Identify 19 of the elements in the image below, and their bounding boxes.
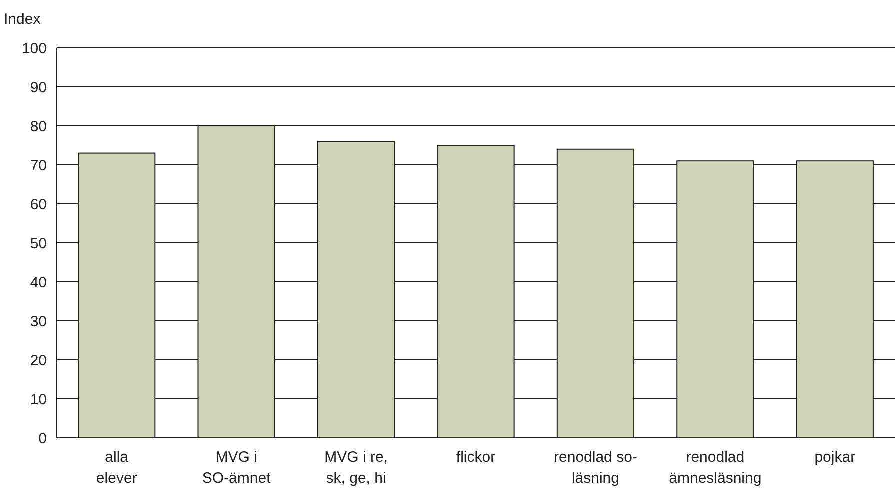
x-tick-label: alla elever [96,449,138,487]
y-tick-label: 40 [30,274,47,292]
y-tick-label: 10 [30,391,47,408]
y-tick-label: 70 [30,157,47,174]
y-tick-label: 60 [30,196,47,214]
y-tick-label: 20 [30,352,47,370]
y-tick-label: 0 [38,430,47,448]
x-tick-label: MVG i SO-ämnet [202,449,272,487]
x-tick-label: pojkar [814,449,856,466]
x-tick-label: flickor [456,449,496,466]
y-tick-label: 80 [30,118,47,136]
y-tick-label: 50 [30,235,47,252]
y-tick-label: 90 [30,79,47,96]
y-tick-label: 30 [30,313,47,330]
x-tick-label: MVG i re, sk, ge, hi [324,449,388,487]
x-tick-label: renodlad ämnesläsning [669,449,762,487]
y-axis-title: Index [4,11,42,28]
y-tick-label: 100 [22,40,47,58]
x-tick-label: renodlad so- läsning [554,449,638,487]
